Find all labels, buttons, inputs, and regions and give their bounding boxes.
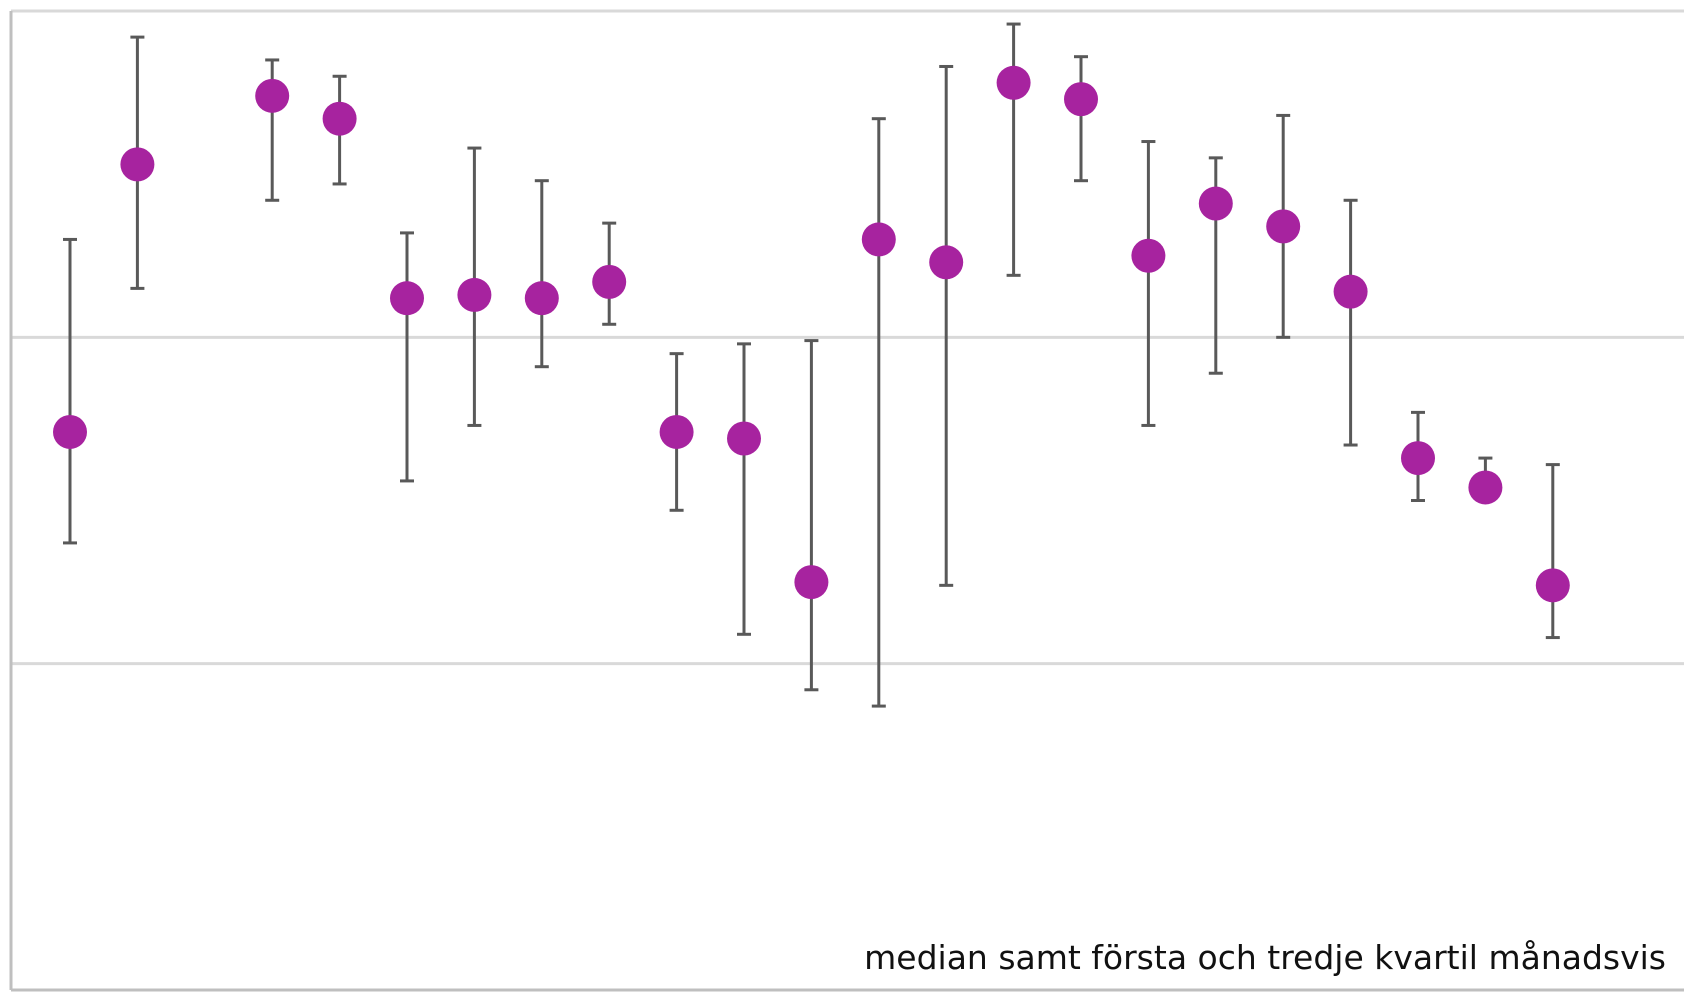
median-point — [1266, 209, 1301, 244]
median-point — [929, 245, 964, 280]
median-point — [1401, 441, 1435, 476]
median-point — [1198, 186, 1233, 221]
chart-caption: median samt första och tredje kvartil må… — [864, 938, 1666, 977]
median-point — [390, 281, 424, 316]
median-point — [1535, 568, 1570, 603]
median-point — [120, 147, 155, 182]
median-point — [1333, 274, 1368, 309]
axes — [9, 11, 1684, 992]
median-point — [322, 101, 357, 136]
median-markers — [53, 65, 1570, 603]
median-point — [996, 65, 1031, 100]
median-point — [53, 414, 87, 449]
median-point — [727, 421, 761, 456]
median-point — [592, 264, 627, 299]
median-point — [794, 565, 829, 600]
median-point — [1064, 82, 1098, 117]
median-point — [659, 414, 694, 449]
median-point — [1131, 238, 1166, 273]
error-bars — [63, 22, 1560, 708]
median-point — [524, 281, 559, 316]
gridlines — [11, 9, 1684, 666]
median-point — [255, 78, 290, 113]
median-point — [861, 222, 896, 257]
median-point — [457, 277, 492, 312]
median-point — [1468, 470, 1503, 505]
